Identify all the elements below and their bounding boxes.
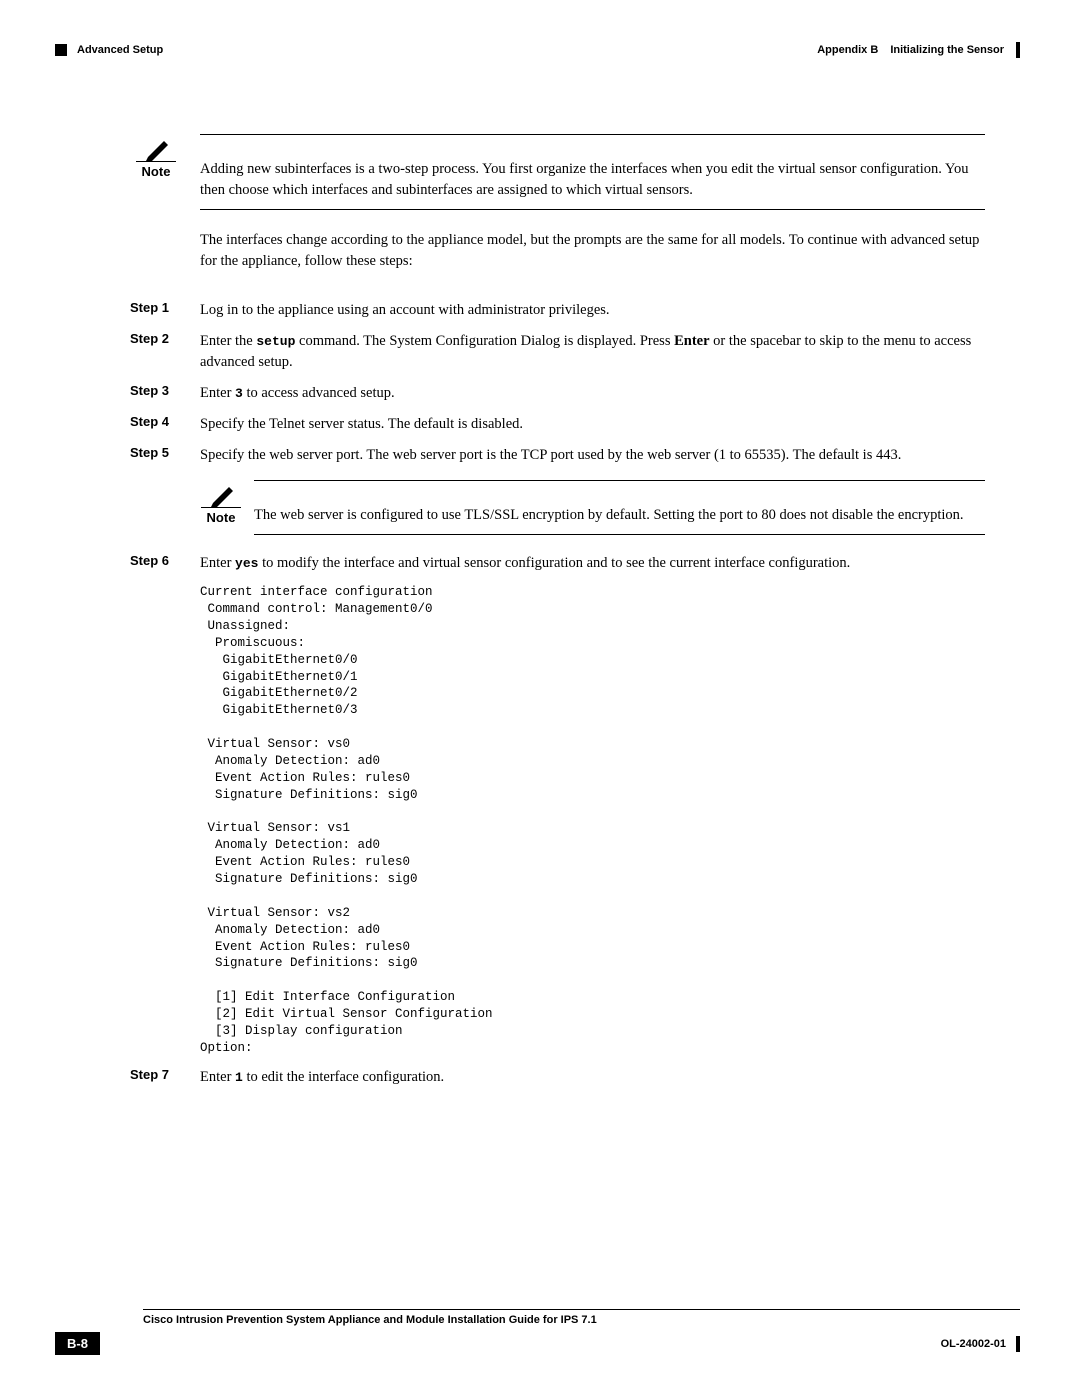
text: to edit the interface configuration. bbox=[243, 1069, 444, 1085]
step-label: Step 3 bbox=[130, 383, 182, 404]
command-text: 1 bbox=[235, 1070, 243, 1085]
footer-doc-id-block: OL-24002-01 bbox=[941, 1336, 1020, 1352]
text: to modify the interface and virtual sens… bbox=[258, 555, 850, 571]
note-text: The web server is configured to use TLS/… bbox=[254, 487, 985, 526]
step-body: Enter the setup command. The System Conf… bbox=[200, 331, 985, 373]
note-label: Note bbox=[201, 507, 241, 525]
step-label: Step 7 bbox=[130, 1067, 182, 1088]
step-label: Step 5 bbox=[130, 445, 182, 466]
step-body: Enter 1 to edit the interface configurat… bbox=[200, 1067, 985, 1088]
step-label: Step 1 bbox=[130, 300, 182, 321]
footer-guide-title: Cisco Intrusion Prevention System Applia… bbox=[143, 1314, 1020, 1326]
header-marker-square bbox=[55, 44, 67, 56]
page-header: Advanced Setup Appendix B Initializing t… bbox=[55, 42, 1020, 58]
note-text: Adding new subinterfaces is a two-step p… bbox=[200, 141, 985, 201]
step-7: Step 7 Enter 1 to edit the interface con… bbox=[130, 1067, 985, 1088]
command-text: setup bbox=[256, 334, 295, 349]
footer-tick-marker bbox=[1016, 1336, 1020, 1352]
footer-bottom-row: B-8 OL-24002-01 bbox=[55, 1332, 1020, 1355]
pencil-icon bbox=[209, 487, 233, 507]
step-label: Step 2 bbox=[130, 331, 182, 373]
note-rule-bottom bbox=[254, 534, 985, 535]
note-rule-bottom bbox=[200, 209, 985, 210]
text: command. The System Configuration Dialog… bbox=[295, 333, 674, 349]
text: to access advanced setup. bbox=[243, 385, 395, 401]
step-6: Step 6 Enter yes to modify the interface… bbox=[130, 553, 985, 1057]
code-output: Current interface configuration Command … bbox=[200, 584, 985, 1057]
step-label: Step 6 bbox=[130, 553, 182, 1057]
step-body: Specify the web server port. The web ser… bbox=[200, 445, 985, 466]
header-right: Appendix B Initializing the Sensor bbox=[817, 42, 1020, 58]
note-block-webserver: Note The web server is configured to use… bbox=[200, 480, 985, 535]
note-rule-top bbox=[200, 134, 985, 135]
step-1: Step 1 Log in to the appliance using an … bbox=[130, 300, 985, 321]
step-body: Specify the Telnet server status. The de… bbox=[200, 414, 985, 435]
note-rule-top bbox=[254, 480, 985, 481]
page-number: B-8 bbox=[55, 1332, 100, 1355]
text: Enter bbox=[200, 1069, 235, 1085]
pencil-icon bbox=[144, 141, 168, 161]
note-block-subinterfaces: Note Adding new subinterfaces is a two-s… bbox=[130, 134, 985, 210]
step-3: Step 3 Enter 3 to access advanced setup. bbox=[130, 383, 985, 404]
page-footer: Cisco Intrusion Prevention System Applia… bbox=[55, 1309, 1020, 1355]
step-body: Log in to the appliance using an account… bbox=[200, 300, 985, 321]
step-label: Step 4 bbox=[130, 414, 182, 435]
header-section-text: Advanced Setup bbox=[77, 44, 163, 56]
step-4: Step 4 Specify the Telnet server status.… bbox=[130, 414, 985, 435]
header-left: Advanced Setup bbox=[55, 44, 163, 56]
step-body: Enter yes to modify the interface and vi… bbox=[200, 553, 985, 1057]
steps-list: Step 1 Log in to the appliance using an … bbox=[130, 300, 985, 1088]
text: Enter bbox=[200, 385, 235, 401]
command-text: yes bbox=[235, 556, 258, 571]
step-2: Step 2 Enter the setup command. The Syst… bbox=[130, 331, 985, 373]
key-name: Enter bbox=[674, 333, 709, 349]
header-appendix-label: Appendix B bbox=[817, 44, 878, 56]
header-chapter-title: Initializing the Sensor bbox=[890, 44, 1004, 56]
intro-paragraph: The interfaces change according to the a… bbox=[200, 230, 985, 272]
step-body: Enter 3 to access advanced setup. bbox=[200, 383, 985, 404]
text: Enter bbox=[200, 555, 235, 571]
step-5: Step 5 Specify the web server port. The … bbox=[130, 445, 985, 466]
footer-rule bbox=[143, 1309, 1020, 1310]
doc-id: OL-24002-01 bbox=[941, 1338, 1006, 1350]
note-label: Note bbox=[136, 161, 176, 179]
command-text: 3 bbox=[235, 386, 243, 401]
main-content: Note Adding new subinterfaces is a two-s… bbox=[130, 120, 985, 1098]
text: Enter the bbox=[200, 333, 256, 349]
header-bar-marker bbox=[1016, 42, 1020, 58]
